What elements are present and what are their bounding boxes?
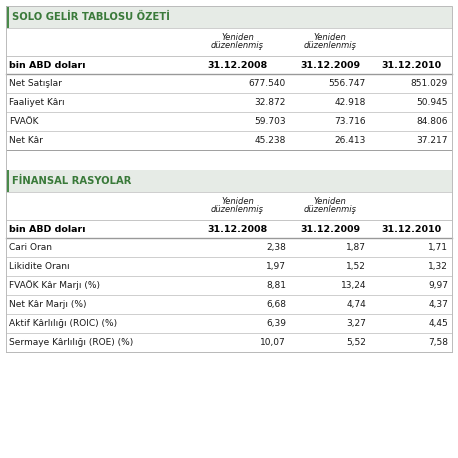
Text: Net Kâr Marjı (%): Net Kâr Marjı (%) <box>9 300 87 309</box>
Text: FVAÖK: FVAÖK <box>9 117 38 126</box>
Bar <box>6 6 452 28</box>
Text: FİNANSAL RASYOLAR: FİNANSAL RASYOLAR <box>12 176 131 186</box>
Text: 84.806: 84.806 <box>416 117 448 126</box>
Text: 677.540: 677.540 <box>249 79 286 88</box>
Text: 31.12.2010: 31.12.2010 <box>381 60 441 70</box>
Text: 6,68: 6,68 <box>266 300 286 309</box>
Text: 8,81: 8,81 <box>266 281 286 290</box>
Bar <box>6 6 452 352</box>
Text: 556.747: 556.747 <box>329 79 366 88</box>
Text: Likidite Oranı: Likidite Oranı <box>9 262 70 271</box>
Text: 45.238: 45.238 <box>255 136 286 145</box>
Text: 1,71: 1,71 <box>428 243 448 252</box>
Text: bin ABD doları: bin ABD doları <box>9 224 86 234</box>
Text: Yeniden: Yeniden <box>221 33 254 43</box>
Text: Yeniden: Yeniden <box>221 197 254 207</box>
Text: bin ABD doları: bin ABD doları <box>9 60 86 70</box>
Text: 9,97: 9,97 <box>428 281 448 290</box>
Bar <box>6 170 9 192</box>
Bar <box>6 6 9 28</box>
Text: 6,39: 6,39 <box>266 319 286 328</box>
Text: 73.716: 73.716 <box>334 117 366 126</box>
Text: 31.12.2008: 31.12.2008 <box>207 224 267 234</box>
Text: Sermaye Kârlılığı (ROE) (%): Sermaye Kârlılığı (ROE) (%) <box>9 338 133 347</box>
Text: FVAÖK Kâr Marjı (%): FVAÖK Kâr Marjı (%) <box>9 281 100 290</box>
Text: 37.217: 37.217 <box>416 136 448 145</box>
Text: 1,32: 1,32 <box>428 262 448 271</box>
Text: 7,58: 7,58 <box>428 338 448 347</box>
Text: Yeniden: Yeniden <box>314 33 346 43</box>
Text: 26.413: 26.413 <box>335 136 366 145</box>
Text: 1,97: 1,97 <box>266 262 286 271</box>
Text: 4,45: 4,45 <box>428 319 448 328</box>
Text: 4,37: 4,37 <box>428 300 448 309</box>
Text: düzenlenmiş: düzenlenmiş <box>211 42 264 50</box>
Text: Net Satışlar: Net Satışlar <box>9 79 62 88</box>
Text: 10,07: 10,07 <box>260 338 286 347</box>
Text: 13,24: 13,24 <box>340 281 366 290</box>
Text: 50.945: 50.945 <box>416 98 448 107</box>
Text: 31.12.2010: 31.12.2010 <box>381 224 441 234</box>
Text: Yeniden: Yeniden <box>314 197 346 207</box>
Text: SOLO GELİR TABLOSU ÖZETİ: SOLO GELİR TABLOSU ÖZETİ <box>12 12 170 22</box>
Text: 31.12.2008: 31.12.2008 <box>207 60 267 70</box>
Text: Cari Oran: Cari Oran <box>9 243 52 252</box>
Text: 5,52: 5,52 <box>346 338 366 347</box>
Text: 31.12.2009: 31.12.2009 <box>300 224 360 234</box>
Text: 1,52: 1,52 <box>346 262 366 271</box>
Text: 3,27: 3,27 <box>346 319 366 328</box>
Bar <box>6 170 452 192</box>
Text: 59.703: 59.703 <box>254 117 286 126</box>
Text: Faaliyet Kârı: Faaliyet Kârı <box>9 98 65 107</box>
Text: 4,74: 4,74 <box>346 300 366 309</box>
Text: 32.872: 32.872 <box>255 98 286 107</box>
Text: düzenlenmiş: düzenlenmiş <box>211 206 264 214</box>
Text: düzenlenmiş: düzenlenmiş <box>304 42 356 50</box>
Text: Net Kâr: Net Kâr <box>9 136 43 145</box>
Text: 1,87: 1,87 <box>346 243 366 252</box>
Text: Aktif Kârlılığı (ROIC) (%): Aktif Kârlılığı (ROIC) (%) <box>9 319 117 328</box>
Text: 42.918: 42.918 <box>335 98 366 107</box>
Text: düzenlenmiş: düzenlenmiş <box>304 206 356 214</box>
Text: 2,38: 2,38 <box>266 243 286 252</box>
Text: 851.029: 851.029 <box>411 79 448 88</box>
Text: 31.12.2009: 31.12.2009 <box>300 60 360 70</box>
